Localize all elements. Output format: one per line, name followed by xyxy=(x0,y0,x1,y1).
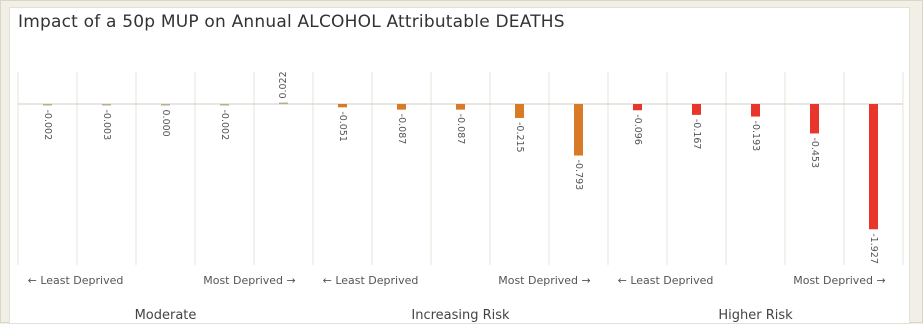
most-deprived-label: Most Deprived → xyxy=(498,274,591,287)
bar-moderate-4 xyxy=(220,104,229,106)
bar-increasing-risk-4 xyxy=(515,104,524,118)
chart-panel xyxy=(9,7,910,324)
least-deprived-label: ← Least Deprived xyxy=(28,274,124,287)
data-label: -0.215 xyxy=(514,122,525,153)
bar-higher-risk-1 xyxy=(633,104,642,111)
least-deprived-label: ← Least Deprived xyxy=(323,274,419,287)
data-label: -0.002 xyxy=(42,110,53,141)
data-label: -0.002 xyxy=(219,110,230,141)
bar-moderate-2 xyxy=(102,104,111,106)
data-label: -0.003 xyxy=(101,110,112,141)
chart-title: Impact of a 50p MUP on Annual ALCOHOL At… xyxy=(18,12,565,32)
most-deprived-label: Most Deprived → xyxy=(793,274,886,287)
data-label: -0.087 xyxy=(455,114,466,145)
most-deprived-label: Most Deprived → xyxy=(203,274,296,287)
data-label: -0.087 xyxy=(396,114,407,145)
bar-higher-risk-2 xyxy=(692,104,701,115)
data-label: -0.096 xyxy=(632,114,643,145)
bar-moderate-3 xyxy=(161,104,170,106)
data-label: -0.453 xyxy=(809,137,820,168)
data-label: -0.167 xyxy=(691,119,702,150)
bar-increasing-risk-1 xyxy=(338,104,347,108)
least-deprived-label: ← Least Deprived xyxy=(618,274,714,287)
bar-increasing-risk-3 xyxy=(456,104,465,110)
bar-increasing-risk-5 xyxy=(574,104,583,156)
bar-higher-risk-3 xyxy=(751,104,760,117)
group-label: Moderate xyxy=(135,308,197,323)
data-label: -0.793 xyxy=(573,160,584,191)
bar-moderate-5 xyxy=(279,102,288,105)
bar-higher-risk-5 xyxy=(869,104,878,230)
group-label: Increasing Risk xyxy=(411,308,510,323)
bar-higher-risk-4 xyxy=(810,104,819,134)
data-label: -0.051 xyxy=(337,111,348,142)
group-label: Higher Risk xyxy=(718,308,793,323)
bar-moderate-1 xyxy=(43,104,52,106)
data-label: -1.927 xyxy=(868,233,879,264)
data-label: 0.022 xyxy=(278,71,289,98)
bar-increasing-risk-2 xyxy=(397,104,406,110)
data-label: 0.000 xyxy=(160,110,171,137)
data-label: -0.193 xyxy=(750,121,761,152)
